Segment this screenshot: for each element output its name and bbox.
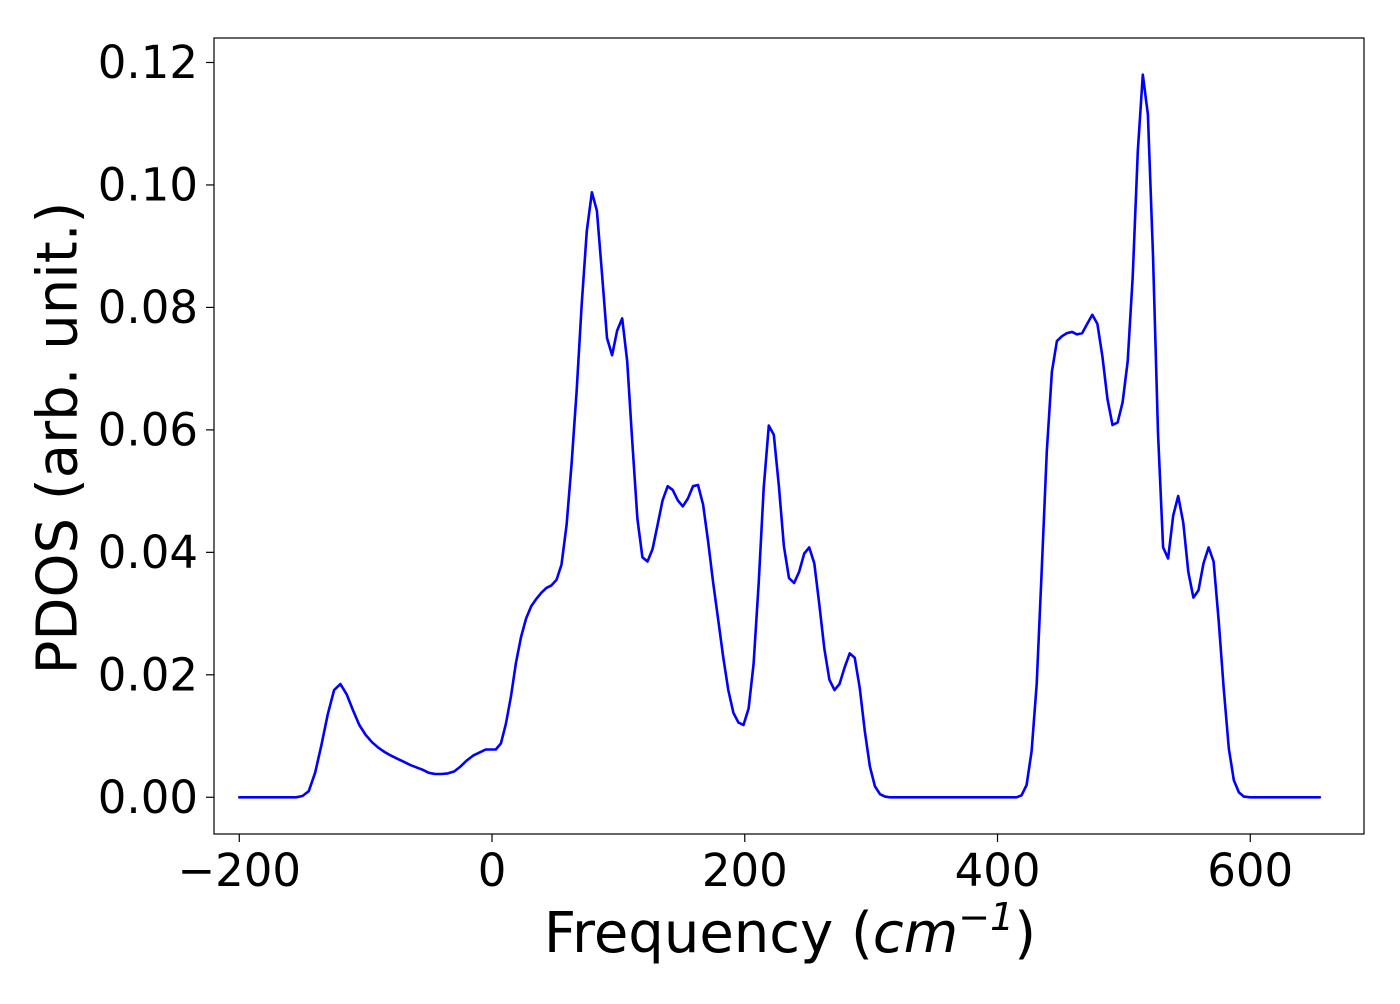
y-tick-label: 0.10 xyxy=(98,158,198,211)
y-tick-label: 0.06 xyxy=(98,403,198,456)
x-axis-label-prefix: Frequency ( xyxy=(544,901,873,966)
x-tick-label: 600 xyxy=(1207,844,1293,897)
x-axis-label: Frequency (cm−1) xyxy=(544,895,1036,966)
x-axis-label-suffix: ) xyxy=(1014,901,1036,966)
y-tick-label: 0.02 xyxy=(98,648,198,701)
x-axis-label-exponent: −1 xyxy=(958,895,1014,939)
y-tick-label: 0.04 xyxy=(98,526,198,579)
plot-area xyxy=(213,37,1365,835)
axes-frame xyxy=(213,37,1365,835)
y-tick-label: 0.12 xyxy=(98,36,198,89)
x-tick-label: 0 xyxy=(478,844,507,897)
x-axis-ticks: −200 0 200 400 600 xyxy=(177,834,1293,897)
series-line-0 xyxy=(238,73,1322,799)
x-tick-label: 200 xyxy=(702,844,788,897)
y-axis-label: PDOS (arb. unit.) xyxy=(26,202,91,675)
y-axis-ticks: 0.00 0.02 0.04 0.06 0.08 0.10 0.12 xyxy=(98,36,214,824)
y-tick-label: 0.00 xyxy=(98,771,198,824)
x-tick-label: −200 xyxy=(177,844,301,897)
x-tick-label: 400 xyxy=(955,844,1041,897)
y-tick-label: 0.08 xyxy=(98,281,198,334)
x-axis-label-unit: cm xyxy=(873,901,958,966)
